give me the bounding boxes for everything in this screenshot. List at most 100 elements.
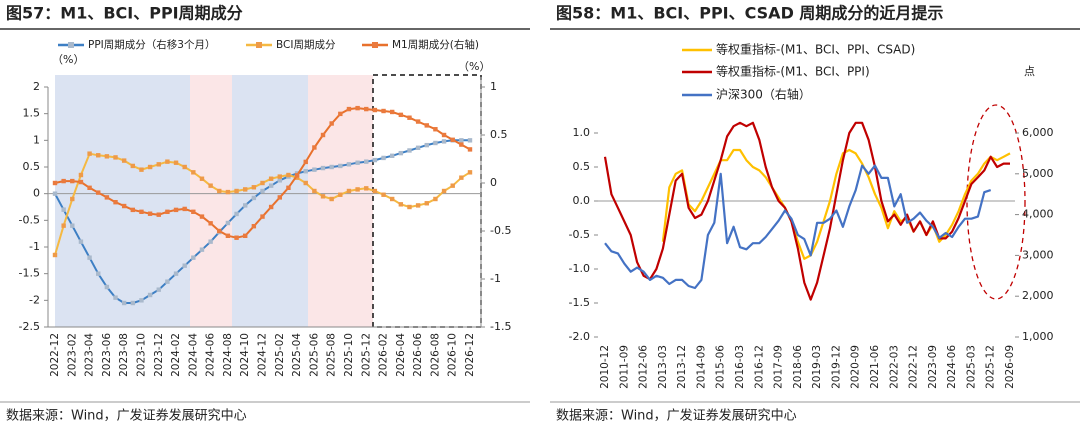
- series-marker: [61, 223, 66, 228]
- shade-period: [308, 75, 373, 327]
- series-marker: [260, 188, 265, 194]
- x-tick-label: 2025-06: [308, 333, 320, 377]
- series-marker: [277, 174, 282, 179]
- series-marker: [251, 224, 257, 229]
- x-tick-label: 2024-12: [257, 333, 269, 377]
- x-tick-label: 2025-02: [274, 333, 286, 377]
- x-tick-label: 2011-09: [618, 345, 630, 389]
- series-marker: [381, 108, 386, 114]
- series-marker: [165, 209, 170, 214]
- x-tick-label: 2022-03: [888, 345, 900, 389]
- y2-tick-label: 0: [490, 176, 497, 189]
- series-marker: [338, 163, 343, 169]
- series-marker: [364, 106, 369, 112]
- series-marker: [312, 167, 317, 172]
- x-tick-label: 2023-09: [927, 345, 939, 389]
- x-tick-label: 2024-08: [222, 333, 234, 377]
- series-marker: [398, 150, 404, 156]
- series-marker: [407, 148, 412, 153]
- series-marker: [243, 187, 248, 192]
- series-marker: [104, 195, 110, 200]
- series-marker: [398, 202, 404, 207]
- series-marker: [208, 221, 213, 226]
- series-marker: [277, 195, 282, 200]
- series-marker: [104, 284, 110, 290]
- series-marker: [165, 279, 170, 284]
- legend-marker: [372, 42, 378, 48]
- y-tick-label: 0: [33, 187, 40, 200]
- series-marker: [96, 153, 101, 158]
- series-marker: [217, 188, 222, 194]
- series-marker: [320, 194, 326, 199]
- series-marker: [320, 132, 326, 138]
- series-marker: [199, 176, 205, 181]
- x-tick-label: 2023-02: [66, 333, 78, 377]
- x-tick-label: 2026-10: [447, 333, 459, 377]
- series-marker: [234, 211, 239, 217]
- series-marker: [234, 235, 239, 240]
- series-marker: [424, 123, 429, 128]
- x-tick-label: 2016-12: [753, 345, 765, 389]
- series-marker: [121, 158, 127, 163]
- y-tick-label: -1.5: [569, 296, 590, 309]
- y-unit: （%）: [52, 53, 84, 66]
- x-tick-label: 2017-09: [773, 345, 785, 389]
- series-marker: [329, 121, 334, 126]
- series-marker: [182, 164, 187, 170]
- series-marker: [225, 233, 231, 238]
- series-marker: [104, 154, 110, 159]
- y-tick-label: 0.5: [573, 160, 591, 173]
- series-marker: [389, 109, 395, 115]
- series-marker: [251, 185, 257, 190]
- series-marker: [225, 220, 231, 226]
- x-tick-label: 2024-06: [205, 333, 217, 377]
- shade-period: [190, 75, 232, 327]
- series-marker: [364, 159, 369, 164]
- series-marker: [87, 185, 92, 190]
- y-tick-label: -1.0: [569, 262, 590, 275]
- series-marker: [381, 155, 386, 161]
- x-tick-label: 2024-10: [239, 333, 251, 377]
- legend-label: 等权重指标-(M1、BCI、PPI): [716, 64, 870, 79]
- x-tick-label: 2020-09: [850, 345, 862, 389]
- y-tick-label: -1: [29, 240, 40, 253]
- series-marker: [355, 160, 360, 165]
- x-tick-label: 2021-06: [869, 345, 881, 389]
- x-tick-label: 2015-06: [715, 345, 727, 389]
- series-marker: [130, 207, 136, 213]
- series-marker: [191, 170, 196, 175]
- series-marker: [329, 164, 334, 170]
- x-tick-label: 2026-02: [378, 333, 390, 377]
- series-marker: [260, 180, 265, 186]
- legend-label: PPI周期成分（右移3个月）: [88, 38, 215, 51]
- y-tick-label: 1: [33, 133, 40, 146]
- series-marker: [355, 187, 360, 192]
- series-marker: [372, 157, 378, 163]
- series-marker: [182, 206, 187, 212]
- y2-unit: 点: [1024, 65, 1035, 78]
- series-marker: [173, 160, 179, 165]
- series-marker: [346, 162, 352, 167]
- series-line: [604, 164, 992, 290]
- series-marker: [70, 223, 75, 228]
- y-tick-label: 0.0: [573, 194, 591, 207]
- x-tick-label: 2014-09: [695, 345, 707, 389]
- source: 数据来源：Wind，广发证券发展研究中心: [6, 408, 247, 424]
- series-marker: [415, 145, 421, 150]
- x-tick-label: 2023-06: [101, 333, 113, 377]
- series-marker: [268, 183, 274, 188]
- series-marker: [329, 196, 334, 202]
- series-marker: [433, 140, 438, 146]
- x-tick-label: 2016-03: [734, 345, 746, 389]
- series-marker: [147, 164, 153, 170]
- shade-period: [232, 75, 308, 327]
- series-marker: [199, 214, 205, 219]
- x-tick-label: 2012-06: [638, 345, 650, 389]
- series-marker: [372, 188, 378, 194]
- series-marker: [113, 155, 118, 160]
- x-tick-label: 2010-12: [599, 345, 611, 389]
- legend-label: M1周期成分(右轴): [392, 38, 479, 51]
- series-marker: [441, 132, 447, 138]
- series-line: [603, 121, 1010, 301]
